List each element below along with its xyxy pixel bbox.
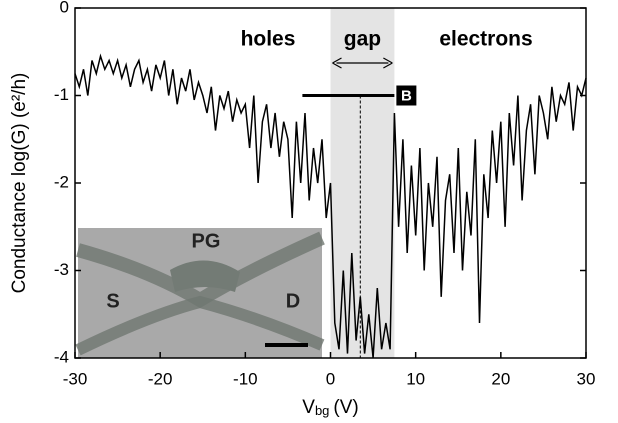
x-tick-label: -30 (63, 369, 88, 388)
x-axis-label: Vbg (V) (302, 397, 358, 418)
inset-image (75, 228, 325, 358)
arrow-head (332, 57, 393, 69)
y-tick-label: -1 (54, 85, 69, 104)
inset-label: S (106, 290, 119, 312)
y-axis-label: Conductance log(G) (e²/h) (9, 73, 30, 294)
x-tick-label: 10 (406, 369, 425, 388)
x-tick-label: -10 (233, 369, 258, 388)
x-axis-label-main: V (302, 397, 315, 418)
x-tick-label: -20 (148, 369, 173, 388)
x-axis-label-unit: (V) (333, 397, 358, 418)
marker-box (396, 85, 417, 106)
gap-shade (330, 8, 395, 358)
x-tick-label: 20 (491, 369, 510, 388)
x-tick-label: 30 (577, 369, 596, 388)
y-tick-label: -2 (54, 172, 69, 191)
y-tick-label: -3 (54, 260, 69, 279)
inset-gate (170, 260, 240, 292)
annotation: electrons (439, 28, 532, 51)
marker-label: B (401, 87, 412, 104)
annotation: gap (344, 28, 381, 51)
inset-band (75, 295, 325, 356)
x-tick-label: 0 (326, 369, 335, 388)
annotation: holes (241, 28, 296, 51)
inset-label: D (286, 290, 300, 312)
y-tick-label: 0 (60, 0, 69, 16)
inset-label: PG (192, 230, 221, 252)
x-axis-label-sub: bg (315, 403, 329, 418)
data-line (74, 53, 587, 359)
y-tick-label: -4 (54, 347, 69, 366)
